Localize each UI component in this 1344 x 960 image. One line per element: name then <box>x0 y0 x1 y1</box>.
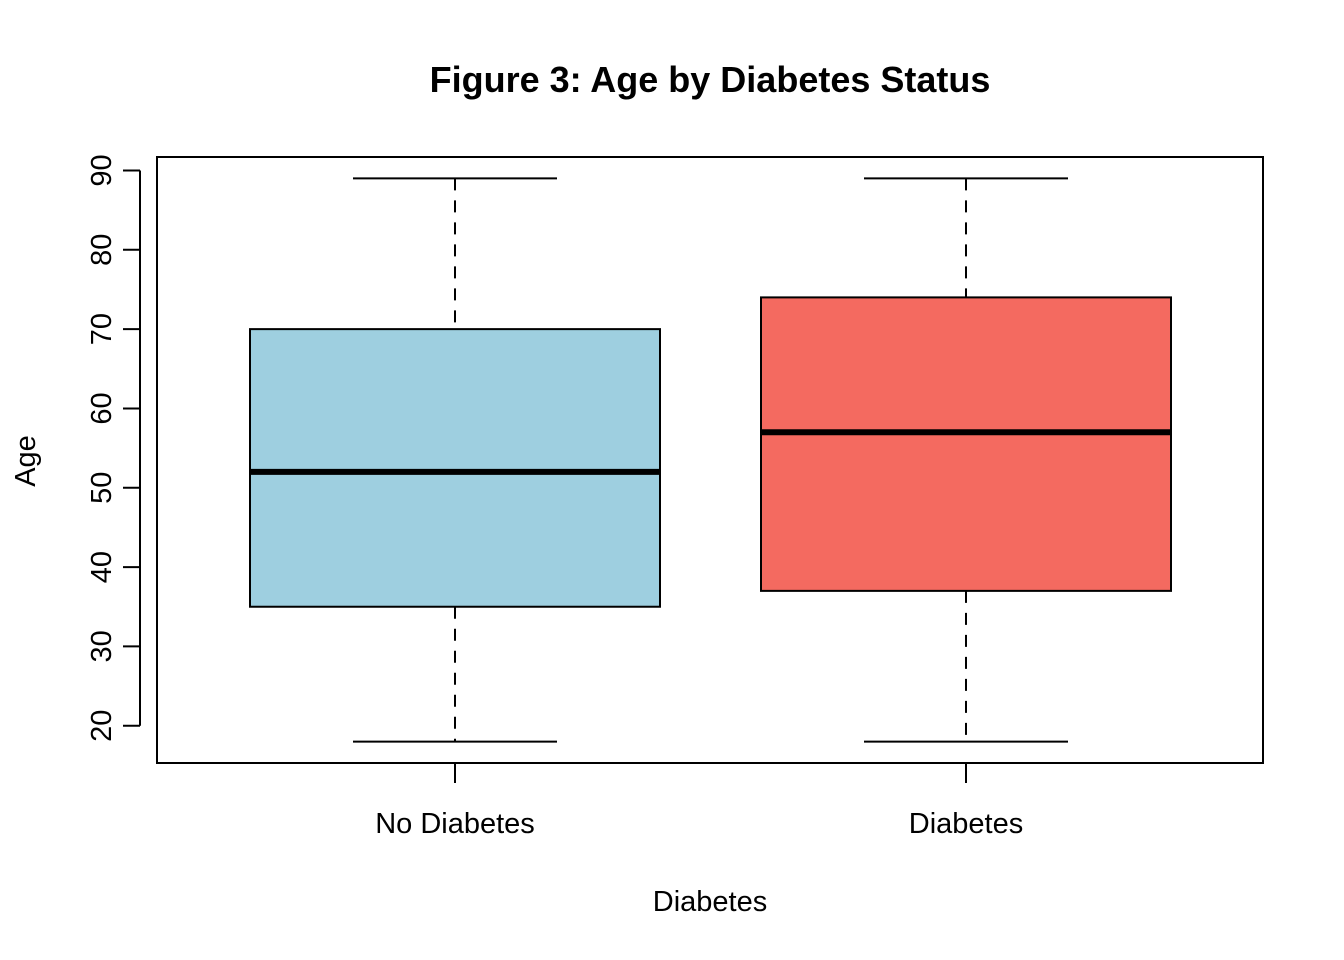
box-diabetes <box>760 177 1172 743</box>
x-axis-label: Diabetes <box>653 886 767 918</box>
chart-title: Figure 3: Age by Diabetes Status <box>430 59 991 100</box>
y-tick-label: 50 <box>86 472 118 504</box>
y-axis: 20 30 40 50 60 70 80 90 <box>86 154 141 742</box>
x-tick-label: No Diabetes <box>375 808 535 840</box>
x-tick-label: Diabetes <box>909 808 1023 840</box>
y-tick-label: 80 <box>86 234 118 266</box>
y-tick-label: 90 <box>86 154 118 186</box>
y-axis-label: Age <box>10 435 42 487</box>
y-tick-label: 70 <box>86 313 118 345</box>
iqr-box <box>760 296 1172 592</box>
y-tick-label: 30 <box>86 630 118 662</box>
y-tick-label: 20 <box>86 710 118 742</box>
plot-frame <box>156 156 1264 764</box>
box-no-diabetes <box>249 177 661 743</box>
x-axis: No Diabetes Diabetes <box>375 763 1023 840</box>
y-tick-label: 40 <box>86 551 118 583</box>
iqr-box <box>249 328 661 608</box>
y-tick-label: 60 <box>86 392 118 424</box>
boxes-layer <box>249 177 1172 743</box>
